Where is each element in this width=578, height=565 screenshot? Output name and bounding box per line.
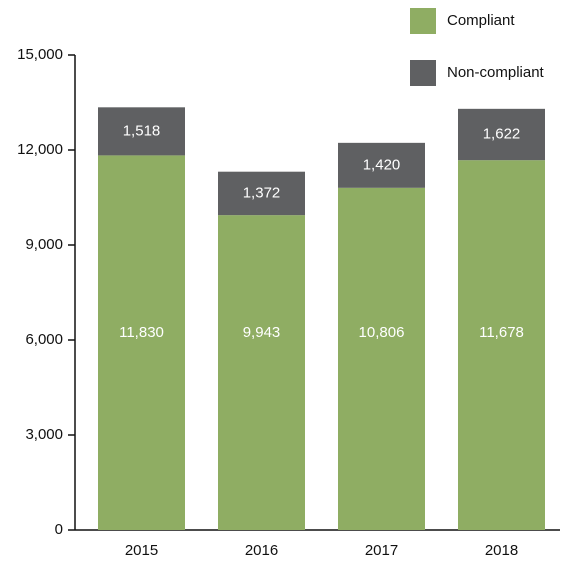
x-tick-label: 2016 bbox=[245, 542, 278, 559]
x-tick-label: 2017 bbox=[365, 542, 398, 559]
legend-label: Compliant bbox=[447, 12, 515, 29]
value-label: 1,372 bbox=[243, 184, 281, 201]
value-label: 1,622 bbox=[483, 125, 521, 142]
bar-segment bbox=[98, 107, 185, 156]
value-label: 1,518 bbox=[123, 122, 161, 139]
bar-segment bbox=[218, 215, 305, 530]
x-tick-label: 2018 bbox=[485, 542, 518, 559]
value-label: 11,678 bbox=[479, 324, 524, 341]
y-tick-label: 9,000 bbox=[25, 236, 63, 253]
bar-segment bbox=[218, 171, 305, 216]
bar-segment bbox=[338, 142, 425, 188]
y-tick-label: 15,000 bbox=[17, 46, 63, 63]
value-label: 1,420 bbox=[363, 156, 401, 173]
legend-swatch bbox=[410, 8, 436, 34]
bar-segment bbox=[98, 155, 185, 530]
value-label: 10,806 bbox=[359, 324, 405, 341]
bar-segment bbox=[338, 187, 425, 530]
y-tick-label: 6,000 bbox=[25, 331, 63, 348]
bar-segment bbox=[458, 108, 545, 161]
value-label: 9,943 bbox=[243, 324, 281, 341]
y-tick-label: 0 bbox=[55, 521, 63, 538]
legend-swatch bbox=[410, 60, 436, 86]
value-label: 11,830 bbox=[119, 324, 164, 341]
y-tick-label: 3,000 bbox=[25, 426, 63, 443]
x-tick-label: 2015 bbox=[125, 542, 158, 559]
bar-segment bbox=[458, 160, 545, 531]
y-tick-label: 12,000 bbox=[17, 141, 63, 158]
legend-label: Non-compliant bbox=[447, 64, 545, 81]
